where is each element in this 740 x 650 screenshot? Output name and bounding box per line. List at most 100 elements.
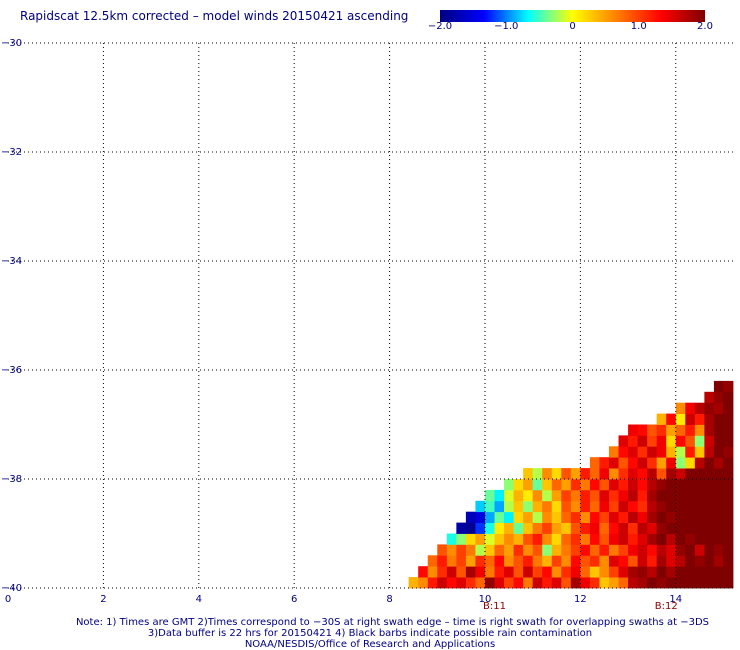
wind-cell [456,577,467,589]
wind-cell [694,457,705,469]
wind-cell [656,424,667,436]
wind-cell [704,413,715,425]
wind-cell [542,566,553,578]
wind-cell [580,489,591,502]
wind-cell [618,522,629,534]
wind-cell [523,489,534,502]
x-tick-label: 10 [479,594,492,605]
wind-cell [704,479,715,491]
time-label: B:11 [483,601,506,612]
wind-cell [513,577,524,589]
wind-cell [637,533,648,545]
wind-cell [570,533,581,545]
wind-cell [666,435,677,447]
wind-cell [628,435,639,447]
wind-cell [694,511,705,523]
wind-cell [685,500,696,513]
wind-cell [456,522,467,534]
wind-cell [589,566,600,578]
wind-cell [685,511,696,523]
wind-cell [656,457,667,469]
wind-cell [647,435,658,447]
wind-cell [513,489,524,502]
wind-cell [532,566,543,578]
wind-cell [599,566,610,578]
wind-cell [713,424,724,436]
wind-cell [666,468,677,480]
wind-cell [675,446,686,458]
wind-cell [456,533,467,545]
wind-cell [704,555,715,567]
wind-cell [675,566,686,578]
wind-cell [694,424,705,436]
wind-cell [465,566,476,578]
wind-cell [694,544,705,556]
wind-cell [723,489,734,502]
wind-cell [437,544,448,556]
wind-cell [685,446,696,458]
wind-cell [666,566,677,578]
wind-cell [513,511,524,523]
wind-cell [675,413,686,425]
x-tick-label: 0 [5,594,11,605]
x-tick-label: 12 [574,594,587,605]
wind-cell [523,533,534,545]
wind-cell [494,544,505,556]
wind-cell [694,479,705,491]
wind-cell [561,577,572,589]
wind-cell [694,500,705,513]
wind-cell [580,577,591,589]
wind-cell [628,577,639,589]
wind-cell [713,468,724,480]
wind-cell [589,500,600,513]
wind-cell [599,457,610,469]
wind-cell [580,511,591,523]
wind-cell [446,533,457,545]
wind-cell [580,555,591,567]
wind-cell [685,489,696,502]
colorbar-ticks: −2.0 −1.0 0 1.0 2.0 [428,21,713,35]
wind-cell [551,511,562,523]
wind-cell [494,489,505,502]
wind-cell [570,489,581,502]
wind-cell [589,468,600,480]
wind-cell [589,479,600,491]
colorbar-tick: −1.0 [494,21,519,32]
wind-cell [628,468,639,480]
wind-cell [542,577,553,589]
wind-cell [484,555,495,567]
wind-cell [484,533,495,545]
wind-cell [475,500,486,513]
wind-cell [647,522,658,534]
wind-cell [628,489,639,502]
wind-cell [637,446,648,458]
wind-cell [618,446,629,458]
wind-cell [656,577,667,589]
wind-cell [694,435,705,447]
wind-cell [656,544,667,556]
wind-cell [723,577,734,589]
wind-cell [713,457,724,469]
wind-cell [532,544,543,556]
wind-cell [475,522,486,534]
grid-lines [8,42,733,589]
wind-cell [542,489,553,502]
wind-cell [608,511,619,523]
wind-cell [666,500,677,513]
wind-cell [599,555,610,567]
wind-cell [523,522,534,534]
wind-cell [494,577,505,589]
wind-cell [647,533,658,545]
wind-cell [685,533,696,545]
wind-cell [666,511,677,523]
wind-cell [542,522,553,534]
wind-cell [532,489,543,502]
wind-cell [589,577,600,589]
wind-cell [484,577,495,589]
wind-cell [580,566,591,578]
wind-cell [713,533,724,545]
wind-cell [628,500,639,513]
wind-cell [675,522,686,534]
wind-cell [637,566,648,578]
